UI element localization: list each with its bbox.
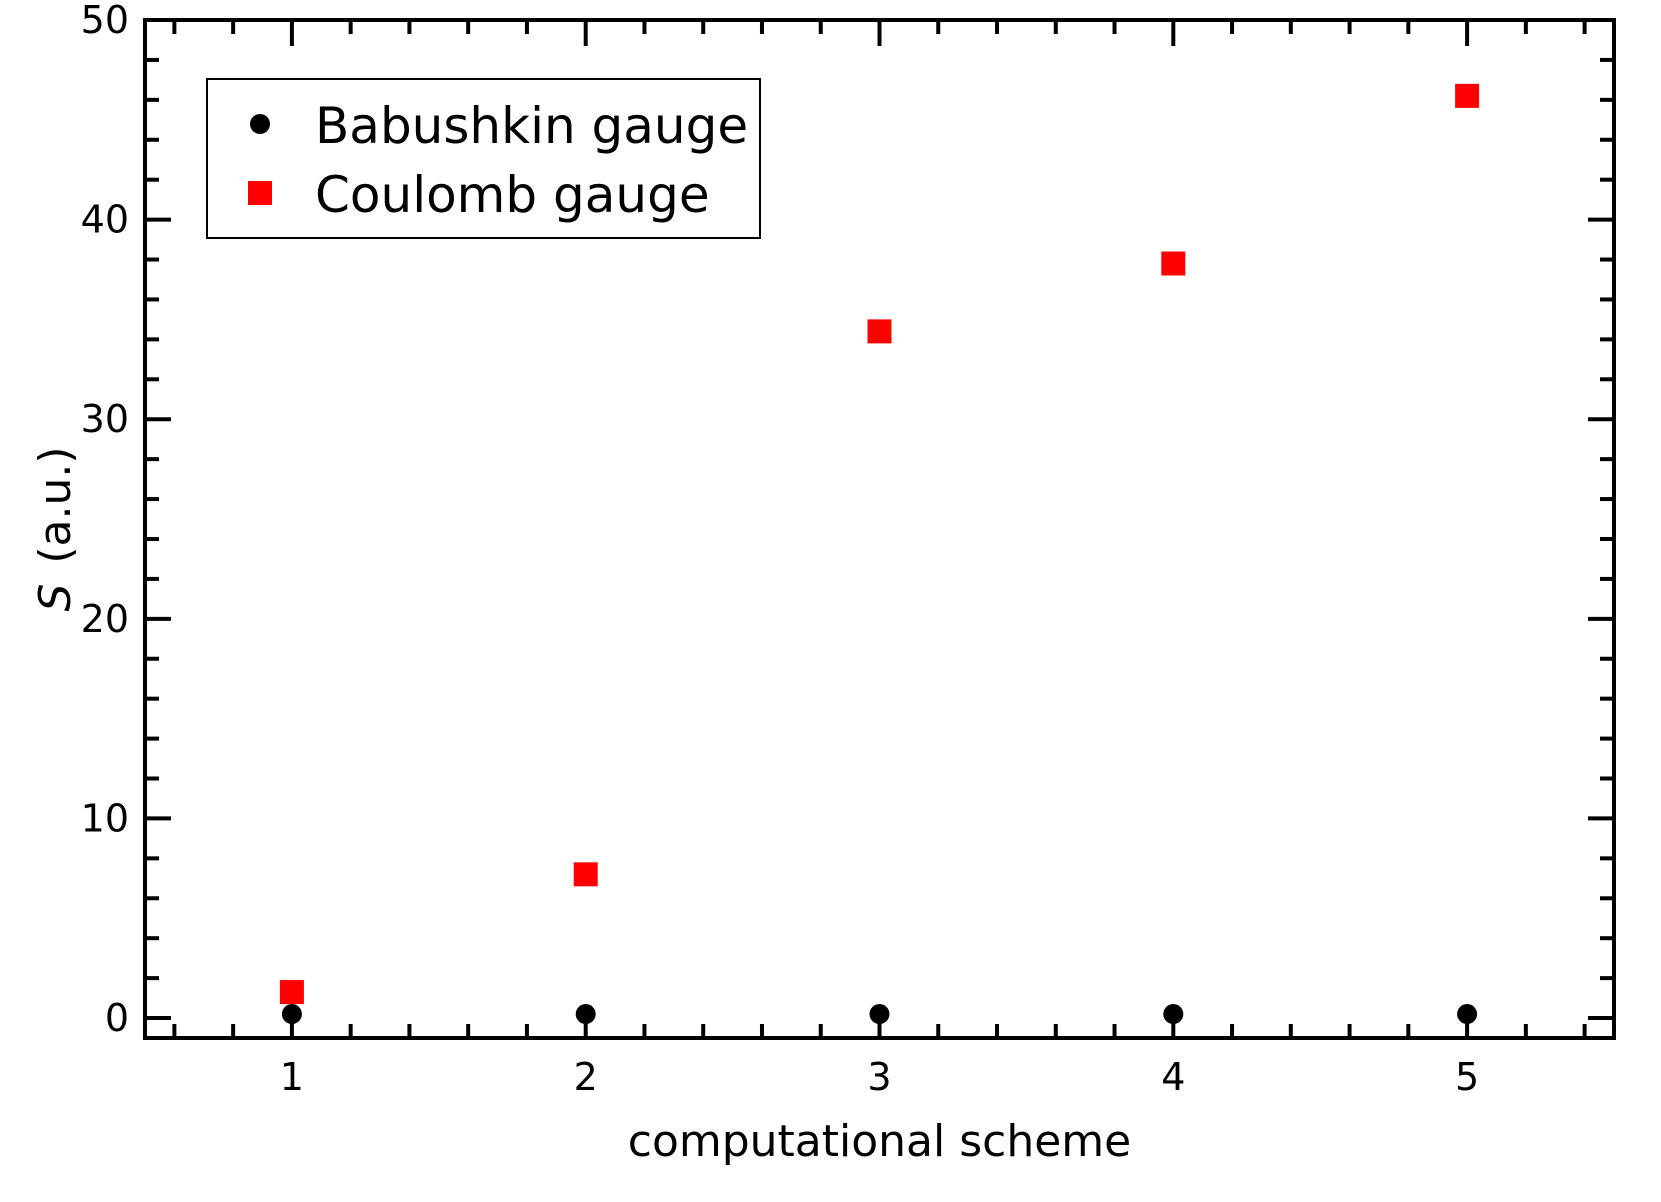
axis-tick-labels: 0 10 20 30 40 50 1 2 3 4 5 (81, 0, 1480, 1099)
y-tick-label: 0 (105, 996, 129, 1040)
point-coulomb (1161, 251, 1186, 276)
y-axis-unit: (a.u.) (30, 446, 81, 563)
y-tick-label: 10 (81, 796, 129, 840)
y-axis-title: S (a.u.) (30, 446, 81, 611)
point-babushkin (1457, 1004, 1478, 1025)
plot-frame (143, 18, 1616, 1040)
y-tick-label: 20 (81, 597, 129, 641)
legend-label-coulomb: Coulomb gauge (315, 166, 710, 224)
x-tick-label: 1 (280, 1055, 304, 1099)
point-babushkin (281, 1004, 302, 1025)
x-tick-label: 2 (574, 1055, 598, 1099)
axis-ticks (145, 18, 1614, 1038)
legend-box (206, 78, 761, 239)
legend-marker-babushkin (250, 114, 270, 134)
y-tick-label: 40 (81, 198, 129, 242)
legend-marker-coulomb (248, 181, 272, 205)
point-coulomb (867, 319, 892, 344)
point-coulomb (573, 862, 598, 887)
x-tick-label: 5 (1455, 1055, 1479, 1099)
point-coulomb (1455, 83, 1480, 108)
y-axis-symbol: S (30, 584, 81, 612)
x-tick-label: 4 (1161, 1055, 1185, 1099)
x-tick-label: 3 (867, 1055, 891, 1099)
y-tick-label: 50 (81, 0, 129, 42)
y-tick-label: 30 (81, 397, 129, 441)
point-coulomb (279, 980, 304, 1005)
data-points (279, 83, 1480, 1025)
x-axis-title: computational scheme (628, 1116, 1131, 1167)
legend: Babushkin gauge Coulomb gauge (206, 78, 761, 239)
point-babushkin (575, 1004, 596, 1025)
point-babushkin (869, 1004, 890, 1025)
point-babushkin (1163, 1004, 1184, 1025)
legend-label-babushkin: Babushkin gauge (315, 97, 748, 155)
